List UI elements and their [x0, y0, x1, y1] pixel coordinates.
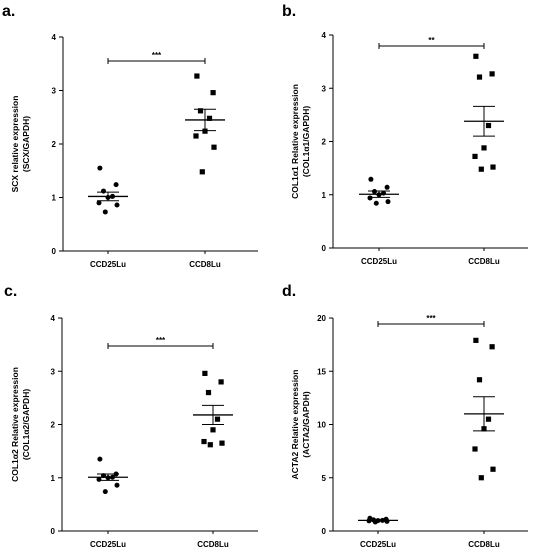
y-tick-label: 5: [322, 474, 327, 483]
data-point-square: [207, 442, 213, 448]
y-tick-label: 1: [52, 194, 57, 203]
category-label: CCD25Lu: [361, 257, 397, 266]
panel-b: b. 0 1 2 3 4 COL1α1 Relative expression (COL1α1…: [282, 3, 528, 266]
data-point-circle: [97, 456, 103, 462]
data-point-square: [197, 108, 204, 114]
y-tick-label: 0: [322, 244, 327, 253]
y-axis-title-line2: (SCX/GAPDH): [21, 116, 31, 172]
data-point-square: [485, 416, 492, 422]
data-point-square: [489, 344, 495, 350]
panel-letter: b.: [282, 3, 296, 20]
y-tick-label: 1: [322, 191, 327, 200]
y-tick-label: 4: [51, 314, 56, 323]
data-point-square: [201, 438, 207, 445]
panel-a: a. 0 1 2 3 4 SCX relative expression (SCX/GAPDH…: [2, 3, 258, 269]
data-point-square: [485, 122, 492, 129]
y-tick-label: 1: [51, 474, 56, 483]
data-point-square: [218, 379, 224, 385]
y-tick-label: 2: [51, 421, 56, 430]
y-tick-label: 0: [51, 527, 56, 536]
y-axis-title-line1: COL1α1 Relative expression: [290, 84, 300, 199]
y-axis-title-line2: (COL1α1/GAPDH): [301, 106, 311, 178]
y-tick-label: 20: [317, 314, 326, 323]
panel-letter: c.: [4, 283, 17, 300]
data-point-circle: [385, 199, 391, 205]
data-point-square: [210, 90, 216, 96]
data-point-circle: [372, 189, 377, 195]
data-point-circle: [373, 200, 379, 206]
data-point-circle: [97, 165, 103, 171]
data-point-square: [202, 370, 208, 376]
data-point-square: [211, 144, 217, 150]
category-label: CCD8Lu: [197, 540, 229, 548]
y-axis-title-line1: ACTA2 Relative expression: [290, 370, 300, 480]
panel-d: d. 0 5 10 15 20 ACTA2 Relative expression (ACTA…: [282, 283, 528, 548]
data-point-square: [472, 153, 478, 160]
data-point-square: [478, 166, 484, 172]
data-point-square: [193, 133, 199, 139]
y-axis-title-line1: COL1α2 Relative expression: [10, 367, 20, 482]
y-tick-label: 4: [52, 33, 57, 42]
significance-label: ***: [152, 51, 162, 60]
y-tick-label: 0: [52, 247, 57, 256]
data-point-square: [206, 115, 213, 121]
category-label: CCD25Lu: [90, 540, 126, 548]
data-point-square: [194, 73, 200, 79]
y-axis-title-line2: (COL1α2/GAPDH): [21, 389, 31, 461]
y-tick-label: 15: [317, 367, 326, 376]
panel-letter: d.: [282, 283, 296, 300]
significance-label: ***: [156, 336, 166, 345]
data-point-square: [478, 475, 484, 481]
y-tick-label: 2: [322, 138, 327, 147]
y-tick-label: 3: [51, 367, 56, 376]
significance-label: **: [428, 36, 435, 45]
data-point-square: [473, 337, 479, 343]
y-tick-label: 3: [52, 87, 57, 96]
data-point-circle: [114, 202, 120, 208]
data-point-circle: [102, 209, 108, 215]
category-label: CCD8Lu: [189, 260, 221, 269]
y-axis-title-line2: (ACTA2/GAPDH): [301, 391, 311, 458]
y-tick-label: 0: [322, 527, 327, 536]
data-point-circle: [96, 200, 102, 206]
data-point-square: [210, 427, 216, 433]
category-label: CCD25Lu: [360, 540, 396, 548]
data-point-square: [214, 416, 221, 422]
category-label: CCD8Lu: [468, 257, 500, 266]
category-label: CCD25Lu: [90, 260, 126, 269]
data-point-square: [205, 389, 212, 396]
category-label: CCD8Lu: [468, 540, 500, 548]
data-point-circle: [384, 184, 390, 190]
data-point-circle: [102, 489, 108, 495]
data-point-square: [473, 53, 479, 59]
y-axis-title-line1: SCX relative expression: [10, 96, 20, 193]
data-point-circle: [114, 482, 120, 488]
data-point-square: [489, 71, 495, 77]
y-tick-label: 3: [322, 84, 327, 93]
data-point-square: [476, 74, 483, 80]
panel-letter: a.: [2, 3, 15, 20]
y-tick-label: 2: [52, 140, 57, 149]
data-point-square: [490, 466, 496, 472]
data-point-circle: [113, 182, 119, 188]
data-point-square: [202, 128, 208, 134]
data-point-square: [476, 377, 483, 383]
data-point-circle: [101, 188, 106, 194]
data-point-square: [219, 440, 225, 446]
data-point-square: [481, 145, 487, 151]
significance-label: ***: [426, 314, 436, 323]
data-point-square: [199, 169, 205, 175]
data-point-square: [490, 164, 496, 170]
data-point-circle: [367, 195, 373, 201]
data-point-square: [472, 446, 478, 452]
panel-c: c. 0 1 2 3 4 COL1α2 Relative expression (COL1α2…: [4, 283, 258, 548]
y-tick-label: 10: [317, 421, 326, 430]
data-point-circle: [368, 176, 374, 182]
y-tick-label: 4: [322, 31, 327, 40]
